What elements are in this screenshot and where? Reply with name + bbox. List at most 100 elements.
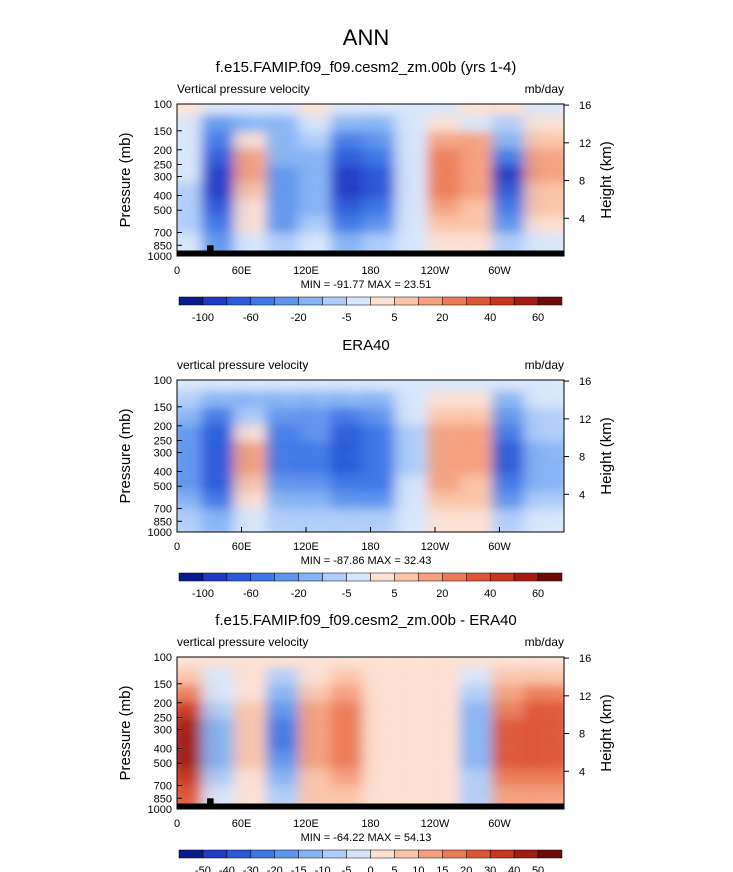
y-tick-label: 850 bbox=[154, 793, 172, 805]
y-axis-label: Pressure (mb) bbox=[117, 132, 134, 227]
colorbar-swatch bbox=[226, 849, 252, 859]
colorbar-label: 40 bbox=[508, 865, 520, 872]
y-tick-label: 150 bbox=[154, 402, 172, 414]
topography-peak bbox=[207, 798, 214, 805]
colorbar-swatch bbox=[322, 572, 347, 582]
colorbar-swatch bbox=[394, 296, 419, 306]
colorbar-swatch bbox=[537, 849, 563, 859]
contour-field bbox=[177, 380, 564, 532]
colorbar-label: -20 bbox=[291, 312, 307, 324]
y-tick-label: 500 bbox=[154, 758, 172, 770]
panel-title: ERA40 bbox=[342, 337, 390, 354]
colorbar-swatch bbox=[274, 572, 299, 582]
colorbar-swatch bbox=[226, 572, 252, 582]
height-tick-label: 4 bbox=[579, 766, 585, 778]
colorbar-swatch bbox=[202, 296, 228, 306]
colorbar-label: 0 bbox=[367, 865, 373, 872]
y-tick-label: 400 bbox=[154, 191, 172, 203]
y-tick-label: 300 bbox=[154, 172, 172, 184]
panel-title: f.e15.FAMIP.f09_f09.cesm2_zm.00b (yrs 1-… bbox=[216, 59, 517, 76]
colorbar-swatch bbox=[537, 572, 563, 582]
y-tick-label: 500 bbox=[154, 205, 172, 217]
x-tick-label: 60E bbox=[232, 818, 252, 830]
y-tick-label: 400 bbox=[154, 744, 172, 756]
colorbar-label: 5 bbox=[391, 312, 397, 324]
colorbar-swatch bbox=[394, 572, 419, 582]
x-tick-label: 120E bbox=[293, 818, 319, 830]
y-tick-label: 1000 bbox=[148, 527, 172, 539]
colorbar-swatch bbox=[418, 572, 443, 582]
colorbar-swatch bbox=[442, 849, 467, 859]
colorbar-label: -60 bbox=[243, 312, 259, 324]
figure-title: ANN bbox=[343, 25, 389, 50]
height-tick-label: 16 bbox=[579, 100, 591, 112]
colorbar-swatch bbox=[322, 296, 347, 306]
y-axis-label-right: Height (km) bbox=[598, 141, 615, 219]
field-cell bbox=[523, 509, 564, 532]
panel-left-label: Vertical pressure velocity bbox=[177, 82, 310, 96]
colorbar-label: 15 bbox=[436, 865, 448, 872]
panel-unit-label: mb/day bbox=[525, 635, 564, 649]
colorbar-swatch bbox=[466, 849, 491, 859]
colorbar-label: -20 bbox=[291, 588, 307, 600]
colorbar-label: -60 bbox=[243, 588, 259, 600]
panel-left-label: vertical pressure velocity bbox=[177, 635, 308, 649]
colorbar-label: -100 bbox=[192, 588, 214, 600]
contour-field bbox=[177, 657, 564, 809]
colorbar-label: -30 bbox=[243, 865, 259, 872]
colorbar-label: 40 bbox=[484, 312, 496, 324]
colorbar-label: -100 bbox=[192, 312, 214, 324]
colorbar-swatch bbox=[250, 296, 275, 306]
colorbar-swatch bbox=[298, 849, 323, 859]
y-tick-label: 250 bbox=[154, 712, 172, 724]
colorbar-label: 20 bbox=[460, 865, 472, 872]
y-tick-label: 200 bbox=[154, 421, 172, 433]
height-tick-label: 8 bbox=[579, 729, 585, 741]
colorbar-label: 50 bbox=[532, 865, 544, 872]
x-tick-label: 180 bbox=[361, 265, 379, 277]
colorbar-label: -50 bbox=[195, 865, 211, 872]
colorbar-swatch bbox=[370, 572, 395, 582]
x-tick-label: 180 bbox=[361, 541, 379, 553]
colorbar-swatch bbox=[226, 296, 252, 306]
y-axis-label-right: Height (km) bbox=[598, 417, 615, 495]
colorbar-swatch bbox=[418, 849, 443, 859]
min-max-stats: MIN = -91.77 MAX = 23.51 bbox=[301, 279, 432, 291]
colorbar-label: 5 bbox=[391, 588, 397, 600]
colorbar-swatch bbox=[466, 572, 491, 582]
height-tick-label: 12 bbox=[579, 414, 591, 426]
x-tick-label: 0 bbox=[174, 265, 180, 277]
y-tick-label: 100 bbox=[154, 99, 172, 111]
colorbar-label: -15 bbox=[291, 865, 307, 872]
colorbar-swatch bbox=[442, 572, 467, 582]
colorbar-label: -5 bbox=[342, 865, 352, 872]
x-tick-label: 180 bbox=[361, 818, 379, 830]
colorbar-label: -5 bbox=[342, 312, 352, 324]
colorbar-swatch bbox=[394, 849, 419, 859]
x-tick-label: 120W bbox=[421, 541, 450, 553]
colorbar-label: 20 bbox=[436, 588, 448, 600]
contour-field bbox=[177, 104, 564, 256]
colorbar-swatch bbox=[370, 849, 395, 859]
y-tick-label: 700 bbox=[154, 503, 172, 515]
y-tick-label: 300 bbox=[154, 448, 172, 460]
colorbar-swatch bbox=[202, 572, 228, 582]
y-tick-label: 250 bbox=[154, 159, 172, 171]
y-tick-label: 100 bbox=[154, 652, 172, 664]
topography-peak bbox=[207, 245, 214, 252]
colorbar-swatch bbox=[178, 296, 204, 306]
colorbar-label: -40 bbox=[219, 865, 235, 872]
colorbar-label: 60 bbox=[532, 312, 544, 324]
panel-difference: f.e15.FAMIP.f09_f09.cesm2_zm.00b - ERA40… bbox=[117, 612, 615, 872]
colorbar-swatch bbox=[442, 296, 467, 306]
field-cell bbox=[523, 233, 564, 256]
colorbar-swatch bbox=[250, 849, 275, 859]
colorbar-swatch bbox=[298, 296, 323, 306]
colorbar-swatch bbox=[202, 849, 228, 859]
colorbar-label: 30 bbox=[484, 865, 496, 872]
height-tick-label: 4 bbox=[579, 489, 585, 501]
y-axis-label: Pressure (mb) bbox=[117, 408, 134, 503]
panel-unit-label: mb/day bbox=[525, 358, 564, 372]
y-tick-label: 150 bbox=[154, 126, 172, 138]
panel-left-label: vertical pressure velocity bbox=[177, 358, 308, 372]
